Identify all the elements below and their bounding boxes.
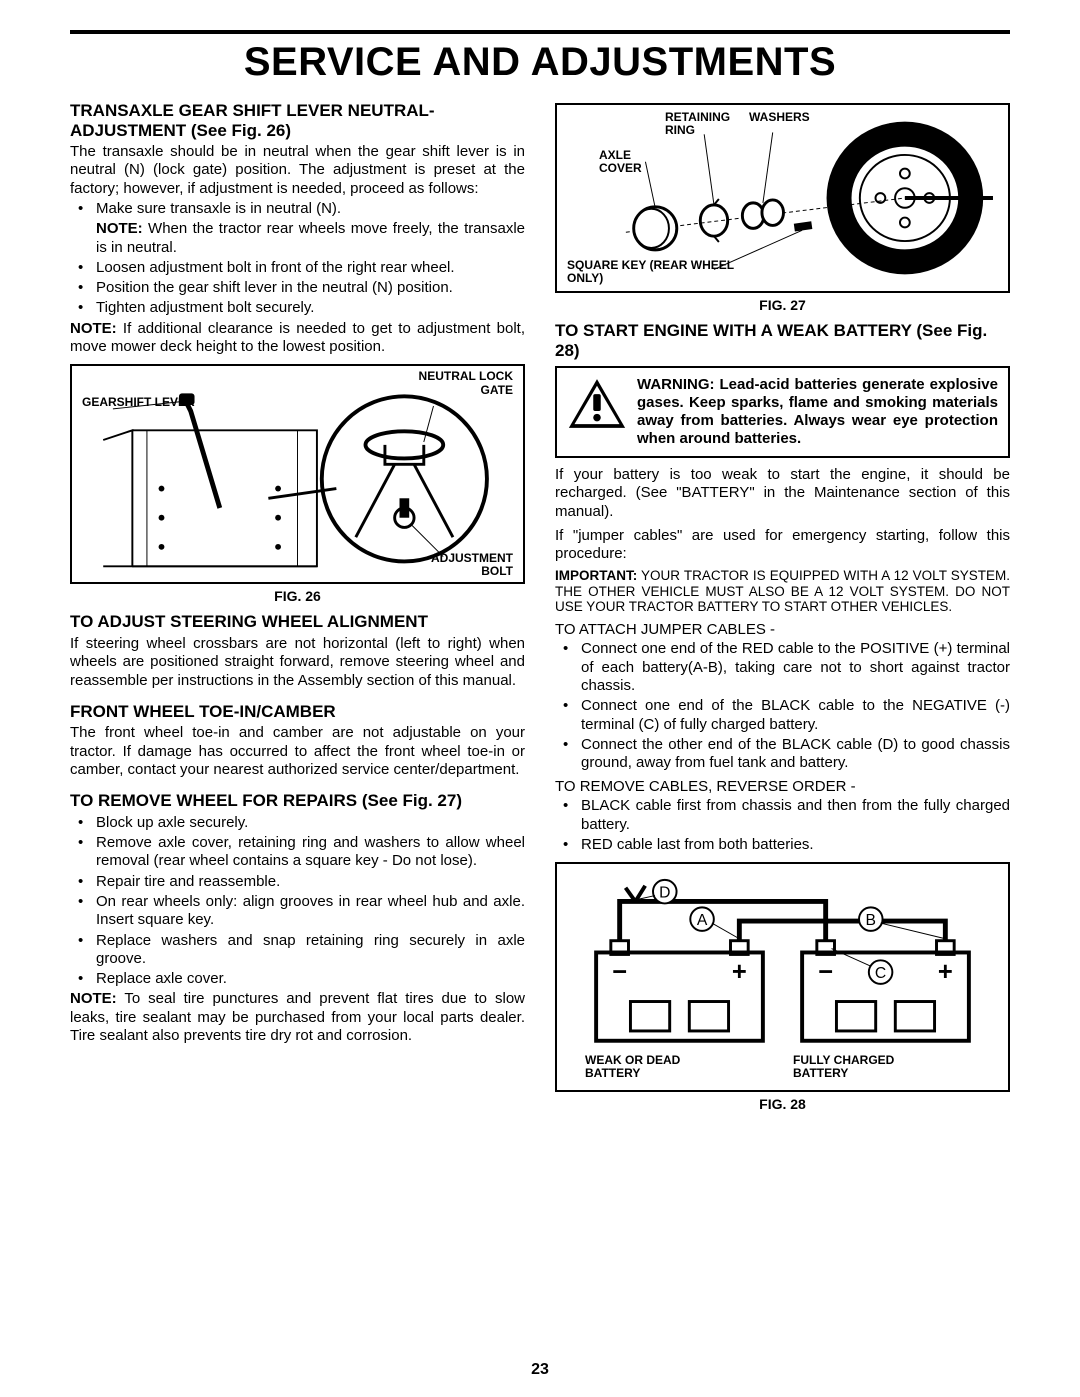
page-number: 23 (531, 1361, 549, 1379)
list-item: RED cable last from both batteries. (581, 836, 1010, 854)
label-retaining: RETAINING RING (665, 111, 745, 137)
label-axlecover: AXLE COVER (599, 149, 659, 175)
list-item: Position the gear shift lever in the neu… (96, 279, 525, 297)
note-clearance: NOTE: If additional clearance is needed … (70, 320, 525, 357)
subhead-remove: TO REMOVE CABLES, REVERSE ORDER - (555, 778, 1010, 795)
list-item: Connect the other end of the BLACK cable… (581, 736, 1010, 773)
heading-camber: FRONT WHEEL TOE-IN/CAMBER (70, 702, 525, 722)
label-squarekey: SQUARE KEY (REAR WHEEL ONLY) (567, 259, 737, 285)
left-column: TRANSAXLE GEAR SHIFT LEVER NEUTRAL-ADJUS… (70, 95, 525, 1120)
warning-icon (567, 376, 627, 436)
list-item: Replace axle cover. (96, 970, 525, 988)
svg-text:−: − (612, 958, 627, 986)
label-washers: WASHERS (749, 111, 810, 124)
heading-remove-wheel: TO REMOVE WHEEL FOR REPAIRS (See Fig. 27… (70, 791, 525, 811)
para-steering: If steering wheel crossbars are not hori… (70, 635, 525, 690)
list-attach: Connect one end of the RED cable to the … (555, 640, 1010, 772)
label-lockgate: NEUTRAL LOCK GATE (413, 370, 513, 396)
fig28-svg: − + − + D A B C (567, 874, 998, 1080)
figure-26: GEARSHIFT LEVER NEUTRAL LOCK GATE ADJUST… (70, 364, 525, 584)
list-item: Connect one end of the RED cable to the … (581, 640, 1010, 695)
rule-top (70, 30, 1010, 34)
para-transaxle: The transaxle should be in neutral when … (70, 143, 525, 198)
list-item: Remove axle cover, retaining ring and wa… (96, 834, 525, 871)
list-item: Block up axle securely. (96, 814, 525, 832)
warning-box: WARNING: Lead-acid batteries gen­erate e… (555, 366, 1010, 458)
page-title: SERVICE AND ADJUSTMENTS (70, 40, 1010, 85)
list-item: Replace washers and snap retaining ring … (96, 932, 525, 969)
important-note: IMPORTANT: YOUR TRACTOR IS EQUIPPED WITH… (555, 568, 1010, 616)
svg-text:D: D (659, 885, 670, 902)
para-jumper: If "jumper cables" are used for emergenc… (555, 527, 1010, 564)
svg-text:A: A (697, 912, 708, 929)
fig26-caption: FIG. 26 (70, 588, 525, 604)
list-item: Tighten adjustment bolt securely. (96, 299, 525, 317)
fig27-caption: FIG. 27 (555, 297, 1010, 313)
list-remove: BLACK cable first from chassis and then … (555, 797, 1010, 854)
note-sealant: NOTE: To seal tire punctures and prevent… (70, 990, 525, 1045)
svg-text:+: + (938, 958, 953, 986)
figure-28: − + − + D A B C (555, 862, 1010, 1092)
subhead-attach: TO ATTACH JUMPER CABLES - (555, 621, 1010, 638)
para-recharge: If your battery is too weak to start the… (555, 466, 1010, 521)
label-gearshift: GEARSHIFT LEVER (82, 396, 195, 409)
svg-text:+: + (732, 958, 747, 986)
heading-steering: TO ADJUST STEERING WHEEL ALIGN­MENT (70, 612, 525, 632)
columns: TRANSAXLE GEAR SHIFT LEVER NEUTRAL-ADJUS… (70, 95, 1010, 1120)
list-transaxle-1: Make sure transaxle is in neutral (N). (70, 200, 525, 218)
para-camber: The front wheel toe-in and camber are no… (70, 724, 525, 779)
list-item: Loosen adjustment bolt in front of the r… (96, 259, 525, 277)
list-remove-wheel: Block up axle securely. Remove axle cove… (70, 814, 525, 989)
label-full-battery: FULLY CHARGED BATTERY (793, 1054, 943, 1080)
svg-text:C: C (875, 965, 886, 982)
list-item: On rear wheels only: align grooves in re… (96, 893, 525, 930)
list-item: Repair tire and reassemble. (96, 873, 525, 891)
label-weak-battery: WEAK OR DEAD BATTERY (585, 1054, 725, 1080)
fig28-caption: FIG. 28 (555, 1096, 1010, 1112)
right-column: RETAINING RING WASHERS AXLE COVER SQUARE… (555, 95, 1010, 1120)
label-adjbolt: ADJUSTMENT BOLT (403, 552, 513, 578)
list-item: Make sure transaxle is in neutral (N). (96, 200, 525, 218)
figure-27: RETAINING RING WASHERS AXLE COVER SQUARE… (555, 103, 1010, 293)
list-transaxle-2: Loosen adjustment bolt in front of the r… (70, 259, 525, 318)
note-neutral: NOTE: When the tractor rear wheels move … (70, 220, 525, 257)
heading-transaxle: TRANSAXLE GEAR SHIFT LEVER NEUTRAL-ADJUS… (70, 101, 525, 140)
heading-weak-battery: TO START ENGINE WITH A WEAK BATTERY (See… (555, 321, 1010, 360)
warning-text: WARNING: Lead-acid batteries gen­erate e… (637, 376, 998, 448)
list-item: Connect one end of the BLACK cable to th… (581, 697, 1010, 734)
list-item: BLACK cable first from chassis and then … (581, 797, 1010, 834)
svg-text:B: B (866, 912, 876, 929)
svg-text:−: − (818, 958, 833, 986)
